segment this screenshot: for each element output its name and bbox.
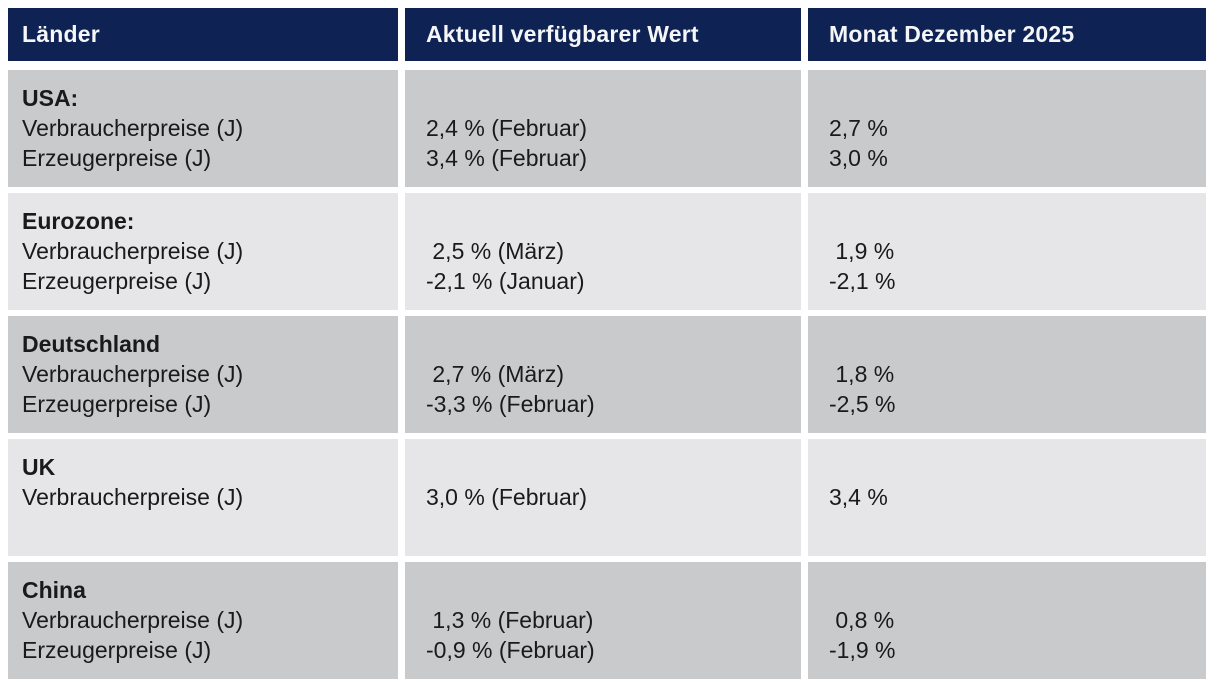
table-header-row: Länder Aktuell verfügbarer Wert Monat De… — [8, 8, 1206, 61]
indicator-labels: Verbraucherpreise (J) Erzeugerpreise (J) — [22, 115, 244, 171]
col-header-aktueller-wert: Aktuell verfügbarer Wert — [405, 8, 801, 61]
current-value-cell: 2,5 % (März) -2,1 % (Januar) — [405, 193, 801, 310]
current-value-cell: 1,3 % (Februar) -0,9 % (Februar) — [405, 562, 801, 679]
country-name: China — [22, 577, 86, 603]
december-value-cell: 2,7 % 3,0 % — [808, 70, 1206, 187]
indicator-labels: Verbraucherpreise (J) — [22, 484, 244, 510]
indicator-labels: Verbraucherpreise (J) Erzeugerpreise (J) — [22, 607, 244, 663]
december-value-cell: 1,8 % -2,5 % — [808, 316, 1206, 433]
current-value-cell: 2,4 % (Februar) 3,4 % (Februar) — [405, 70, 801, 187]
current-value-cell: 2,7 % (März) -3,3 % (Februar) — [405, 316, 801, 433]
indicator-labels: Verbraucherpreise (J) Erzeugerpreise (J) — [22, 361, 244, 417]
country-cell: China Verbraucherpreise (J) Erzeugerpreis… — [8, 562, 398, 679]
table-row-eurozone: Eurozone: Verbraucherpreise (J) Erzeugerp… — [8, 193, 1206, 310]
current-value-cell: 3,0 % (Februar) — [405, 439, 801, 556]
table-row-uk: UK Verbraucherpreise (J) 3,0 % (Februar) 3,… — [8, 439, 1206, 556]
table-body: USA: Verbraucherpreise (J) Erzeugerpreise… — [8, 70, 1206, 679]
country-name: UK — [22, 454, 56, 480]
country-cell: UK Verbraucherpreise (J) — [8, 439, 398, 556]
country-name: USA: — [22, 85, 79, 111]
country-name: Eurozone: — [22, 208, 135, 234]
country-cell: Deutschland Verbraucherpreise (J) Erzeuge… — [8, 316, 398, 433]
col-header-laender: Länder — [8, 8, 398, 61]
december-value-cell: 3,4 % — [808, 439, 1206, 556]
table-row-usa: USA: Verbraucherpreise (J) Erzeugerpreise… — [8, 70, 1206, 187]
col-header-monat-dezember: Monat Dezember 2025 — [808, 8, 1206, 61]
december-value-cell: 1,9 % -2,1 % — [808, 193, 1206, 310]
inflation-table: Länder Aktuell verfügbarer Wert Monat De… — [8, 8, 1206, 679]
table-row-deutschland: Deutschland Verbraucherpreise (J) Erzeuge… — [8, 316, 1206, 433]
table-row-china: China Verbraucherpreise (J) Erzeugerpreis… — [8, 562, 1206, 679]
country-cell: USA: Verbraucherpreise (J) Erzeugerpreise… — [8, 70, 398, 187]
country-cell: Eurozone: Verbraucherpreise (J) Erzeugerp… — [8, 193, 398, 310]
indicator-labels: Verbraucherpreise (J) Erzeugerpreise (J) — [22, 238, 244, 294]
country-name: Deutschland — [22, 331, 161, 357]
december-value-cell: 0,8 % -1,9 % — [808, 562, 1206, 679]
